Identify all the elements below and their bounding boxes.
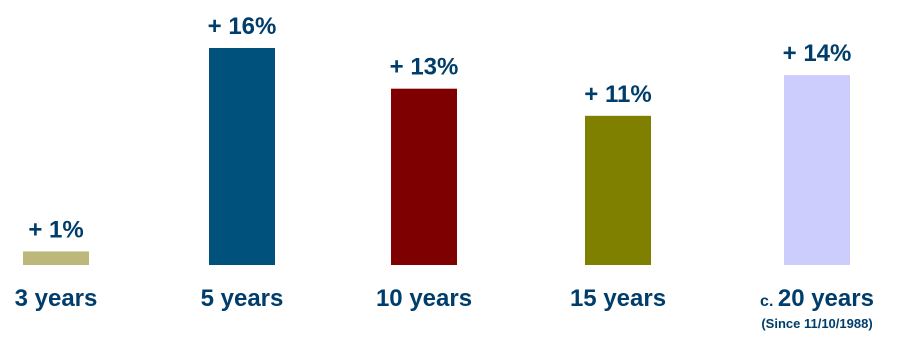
- value-label-group: + 1% + 16% + 13% + 11% + 14%: [28, 13, 851, 243]
- bar-5: [784, 75, 850, 265]
- category-label-2: 5 years: [201, 285, 284, 312]
- bar-group: [23, 48, 850, 265]
- bar-2: [209, 48, 275, 265]
- value-label-3: + 13%: [390, 54, 459, 81]
- bar-3: [391, 88, 457, 265]
- category-label-4: 15 years: [570, 285, 666, 312]
- category-label-1: 3 years: [15, 285, 98, 312]
- value-label-4: + 11%: [584, 81, 651, 108]
- value-label-5: + 14%: [783, 40, 852, 67]
- bar-1: [23, 251, 89, 265]
- category-sublabel-5: (Since 11/10/1988): [761, 316, 872, 331]
- category-label-5: c. 20 years: [760, 285, 874, 312]
- category-label-group: 3 years 5 years 10 years 15 years c. 20 year…: [15, 285, 874, 331]
- category-prefix-5: c.: [760, 293, 778, 310]
- value-label-2: + 16%: [208, 13, 277, 40]
- bar-4: [585, 115, 651, 265]
- value-label-1: + 1%: [28, 216, 83, 243]
- category-label-3: 10 years: [376, 285, 472, 312]
